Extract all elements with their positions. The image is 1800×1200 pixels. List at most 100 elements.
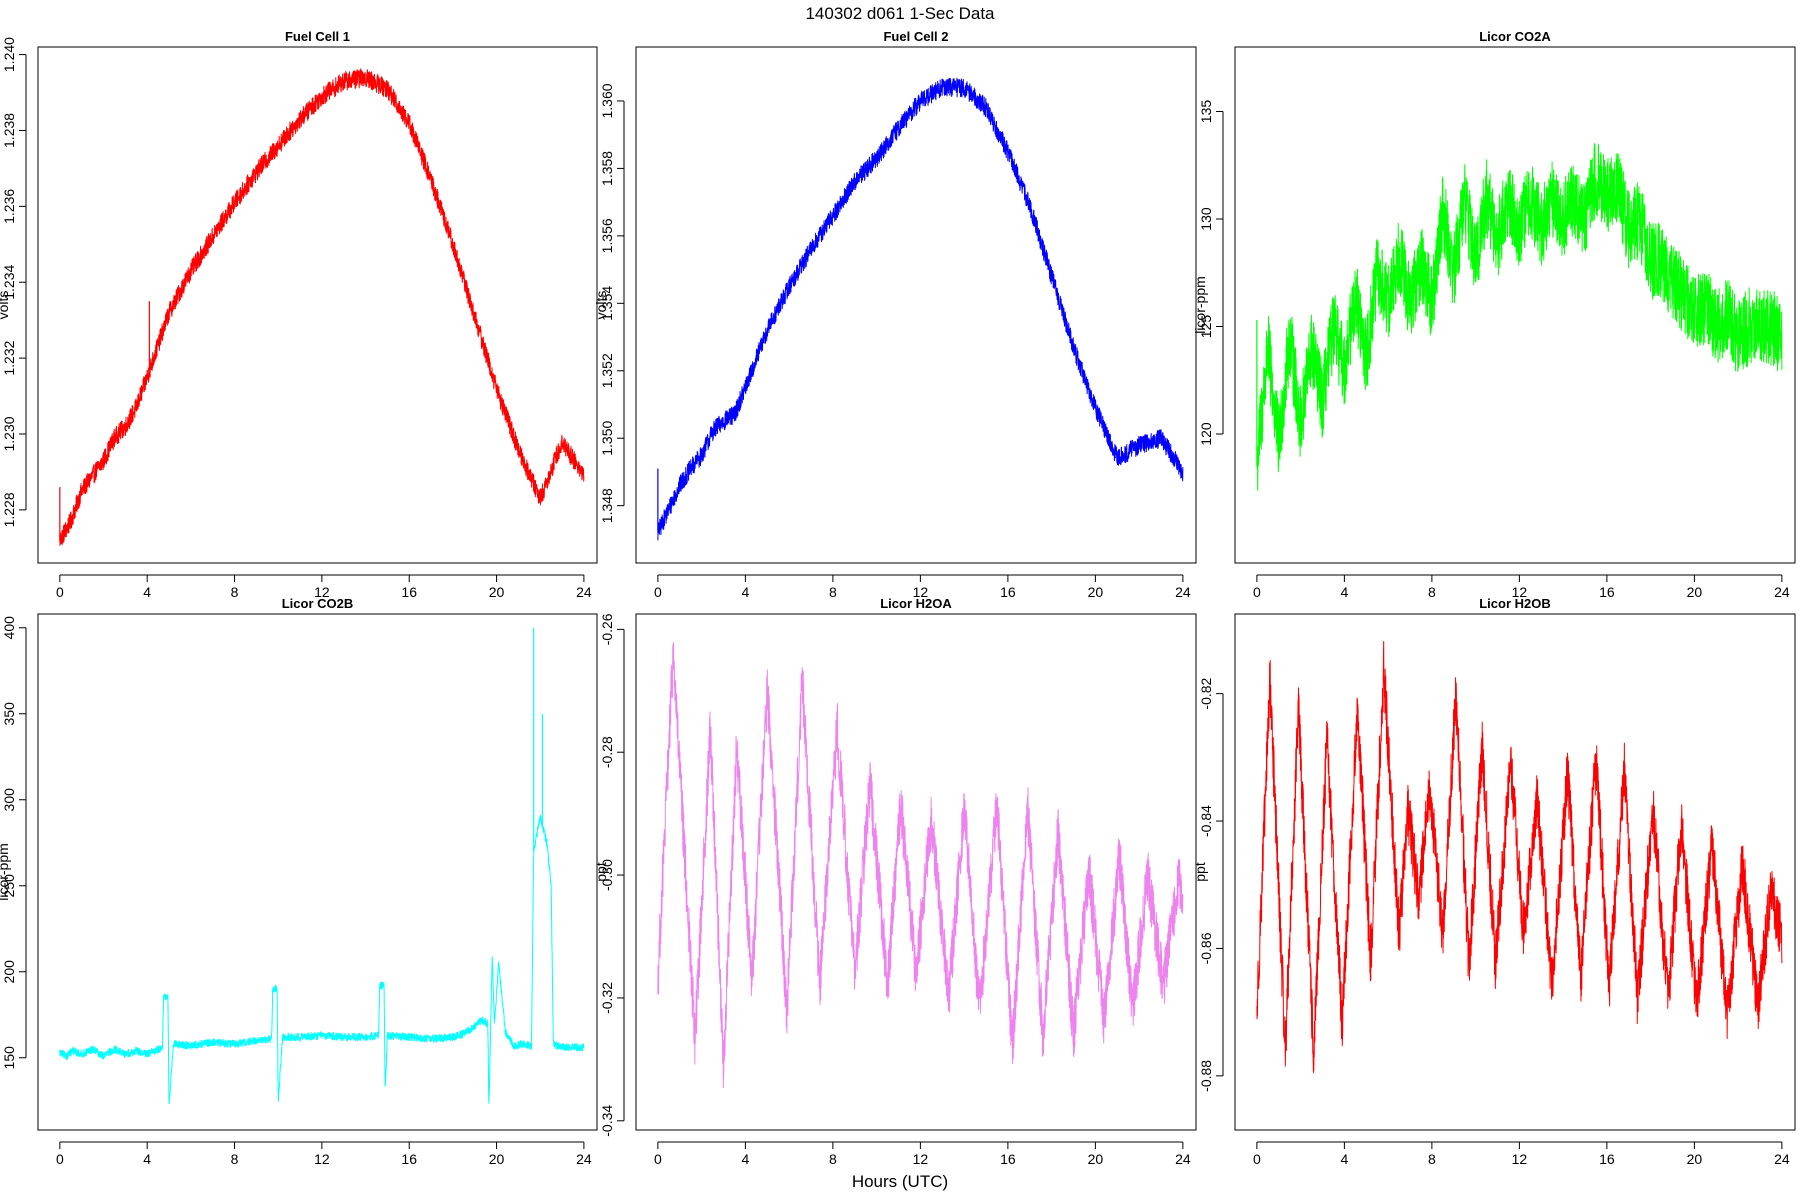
figure-title: 140302 d061 1-Sec Data	[805, 4, 995, 23]
y-axis-label: volts	[0, 291, 11, 320]
x-tick-label: 24	[1175, 1151, 1191, 1167]
series-line	[1256, 641, 1783, 1074]
y-tick-label: 400	[1, 616, 17, 640]
x-tick-label: 12	[913, 1151, 929, 1167]
panel-2: Fuel Cell 2 0 4 8 12 16 20 24 1.348 1.350 1.352 1.3…	[593, 29, 1197, 600]
y-tick-label: 1.234	[1, 265, 17, 300]
x-tick-label: 4	[143, 1151, 151, 1167]
y-tick-label: 1.240	[1, 37, 17, 72]
x-tick-label: 0	[56, 584, 64, 600]
figure-xlabel: Hours (UTC)	[852, 1172, 948, 1191]
y-tick-label: -0.86	[1198, 932, 1214, 964]
y-tick-label: -0.32	[599, 982, 615, 1014]
y-tick-label: 1.352	[599, 353, 615, 388]
x-tick-label: 16	[401, 1151, 417, 1167]
x-tick-label: 12	[1512, 1151, 1528, 1167]
x-tick-label: 8	[829, 584, 837, 600]
series-line	[59, 68, 585, 546]
plot-frame	[1234, 613, 1796, 1131]
x-tick-label: 20	[489, 1151, 505, 1167]
x-tick-label: 20	[489, 584, 505, 600]
y-tick-label: 1.228	[1, 492, 17, 527]
series-line	[1256, 143, 1783, 491]
x-tick-label: 16	[1000, 584, 1016, 600]
y-tick-label: 135	[1198, 100, 1214, 124]
y-tick-label: -0.84	[1198, 805, 1214, 837]
y-tick-label: 1.348	[599, 488, 615, 523]
y-tick-label: -0.82	[1198, 677, 1214, 709]
panel-title: Licor H2OB	[1479, 596, 1551, 611]
x-tick-label: 4	[741, 584, 749, 600]
x-tick-label: 12	[1512, 584, 1528, 600]
y-tick-label: 300	[1, 788, 17, 812]
y-tick-label: 125	[1198, 315, 1214, 339]
plot-frame	[635, 613, 1197, 1131]
y-tick-label: 1.360	[599, 83, 615, 118]
x-tick-label: 0	[56, 1151, 64, 1167]
y-tick-label: 350	[1, 702, 17, 726]
y-tick-label: -0.28	[599, 736, 615, 768]
y-tick-label: 130	[1198, 207, 1214, 231]
x-tick-label: 24	[1774, 584, 1790, 600]
y-tick-label: 1.236	[1, 189, 17, 224]
plot-frame	[37, 46, 598, 564]
x-tick-label: 16	[1000, 1151, 1016, 1167]
x-tick-label: 0	[1253, 584, 1261, 600]
x-tick-label: 20	[1088, 1151, 1104, 1167]
y-tick-label: -0.88	[1198, 1060, 1214, 1092]
x-tick-label: 0	[654, 1151, 662, 1167]
panel-title: Licor H2OA	[880, 596, 952, 611]
x-tick-label: 8	[231, 1151, 239, 1167]
x-tick-label: 4	[143, 584, 151, 600]
y-tick-label: 1.230	[1, 416, 17, 451]
x-tick-label: 4	[741, 1151, 749, 1167]
x-tick-label: 24	[1774, 1151, 1790, 1167]
y-tick-label: 1.358	[599, 151, 615, 186]
series-line	[657, 77, 1184, 541]
x-tick-label: 24	[1175, 584, 1191, 600]
y-axis-label: volts	[593, 291, 609, 320]
y-tick-label: 1.356	[599, 218, 615, 253]
series-line	[657, 641, 1184, 1089]
panel-title: Fuel Cell 2	[883, 29, 948, 44]
panel-title: Licor CO2B	[282, 596, 354, 611]
panel-4: Licor CO2B 0 4 8 12 16 20 24 150 200 250 300 350 400 l…	[0, 596, 598, 1167]
x-tick-label: 4	[1340, 584, 1348, 600]
y-axis-label: ppt	[593, 862, 609, 882]
panel-6: Licor H2OB 0 4 8 12 16 20 24 -0.88 -0.86 -0.84 -0.8…	[1192, 596, 1796, 1167]
panel-title: Fuel Cell 1	[285, 29, 350, 44]
series-line	[59, 814, 585, 1105]
plot-frame	[1234, 46, 1796, 564]
x-tick-label: 8	[1428, 584, 1436, 600]
y-tick-label: 1.354	[599, 286, 615, 321]
y-tick-label: 120	[1198, 422, 1214, 446]
x-tick-label: 8	[1428, 1151, 1436, 1167]
y-tick-label: 1.238	[1, 113, 17, 148]
x-tick-label: 24	[576, 584, 592, 600]
plot-frame	[635, 46, 1197, 564]
x-tick-label: 16	[1599, 584, 1615, 600]
x-tick-label: 4	[1340, 1151, 1348, 1167]
y-axis-label: licor-ppm	[1192, 276, 1208, 334]
y-tick-label: 200	[1, 960, 17, 984]
y-axis-label: licor-ppm	[0, 843, 11, 901]
y-tick-label: 1.350	[599, 420, 615, 455]
panel-3: Licor CO2A 0 4 8 12 16 20 24 120 125 130 135 licor-p…	[1192, 29, 1796, 600]
panel-5: Licor H2OA 0 4 8 12 16 20 24 -0.34 -0.32 -0.30 -0.2…	[593, 596, 1197, 1167]
x-tick-label: 12	[314, 584, 330, 600]
panel-title: Licor CO2A	[1479, 29, 1551, 44]
y-tick-label: -0.34	[599, 1105, 615, 1137]
y-tick-label: 150	[1, 1046, 17, 1070]
x-tick-label: 12	[314, 1151, 330, 1167]
y-tick-label: 1.232	[1, 340, 17, 375]
plot-frame	[37, 613, 598, 1131]
x-tick-label: 0	[1253, 1151, 1261, 1167]
y-axis-label: ppt	[1192, 862, 1208, 882]
x-tick-label: 16	[1599, 1151, 1615, 1167]
y-tick-label: -0.26	[599, 613, 615, 645]
x-tick-label: 20	[1687, 1151, 1703, 1167]
x-tick-label: 20	[1088, 584, 1104, 600]
y-tick-label: -0.30	[599, 859, 615, 891]
x-tick-label: 8	[829, 1151, 837, 1167]
